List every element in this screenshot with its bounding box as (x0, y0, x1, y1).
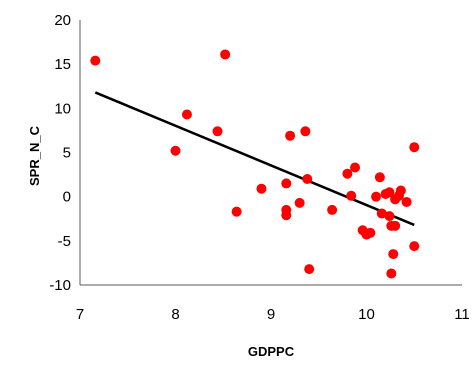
y-tick-label: 10 (54, 100, 71, 117)
data-point (256, 183, 267, 194)
data-point (181, 109, 192, 120)
trendline-group (94, 91, 415, 227)
y-axis-title: SPR_N_C (27, 125, 42, 186)
data-point (327, 204, 338, 215)
data-point (384, 187, 395, 198)
y-tick-label: 15 (54, 56, 71, 73)
data-point (371, 191, 382, 202)
tick-labels: 7 8 9 10 11 -10 -5 0 5 10 15 20 (49, 12, 469, 323)
data-point (294, 197, 305, 208)
data-point (342, 168, 353, 179)
data-point (374, 172, 385, 183)
data-point (390, 220, 401, 231)
y-tick-label: 0 (63, 189, 71, 206)
trendline (94, 91, 415, 227)
data-point (302, 174, 313, 184)
data-point (384, 211, 395, 222)
data-points (90, 49, 420, 279)
data-point (231, 206, 242, 217)
data-point (409, 241, 420, 252)
data-point (281, 210, 292, 221)
data-point (300, 126, 311, 137)
data-point (346, 190, 357, 201)
data-point (409, 142, 420, 153)
data-point (365, 227, 376, 238)
data-point (395, 185, 406, 196)
data-point (281, 178, 292, 189)
y-tick-label: -5 (58, 233, 71, 250)
y-tick-label: 20 (54, 12, 71, 29)
data-point (170, 145, 181, 156)
x-tick-label: 8 (171, 306, 179, 323)
y-tick-label: -10 (49, 277, 71, 294)
y-tick-label: 5 (63, 145, 71, 162)
x-tick-label: 9 (267, 306, 275, 323)
data-point (401, 196, 412, 207)
data-point (388, 249, 399, 260)
x-tick-label: 10 (358, 306, 375, 323)
axes (79, 20, 462, 286)
data-point (285, 130, 296, 141)
x-tick-label: 7 (76, 306, 84, 323)
data-point (90, 55, 101, 66)
data-point (350, 162, 361, 173)
data-point (386, 268, 397, 279)
data-point (376, 208, 387, 219)
x-tick-label: 11 (454, 306, 470, 323)
data-point (304, 264, 315, 275)
data-point (220, 49, 231, 60)
x-axis-title: GDPPC (248, 344, 295, 359)
data-point (212, 126, 223, 137)
